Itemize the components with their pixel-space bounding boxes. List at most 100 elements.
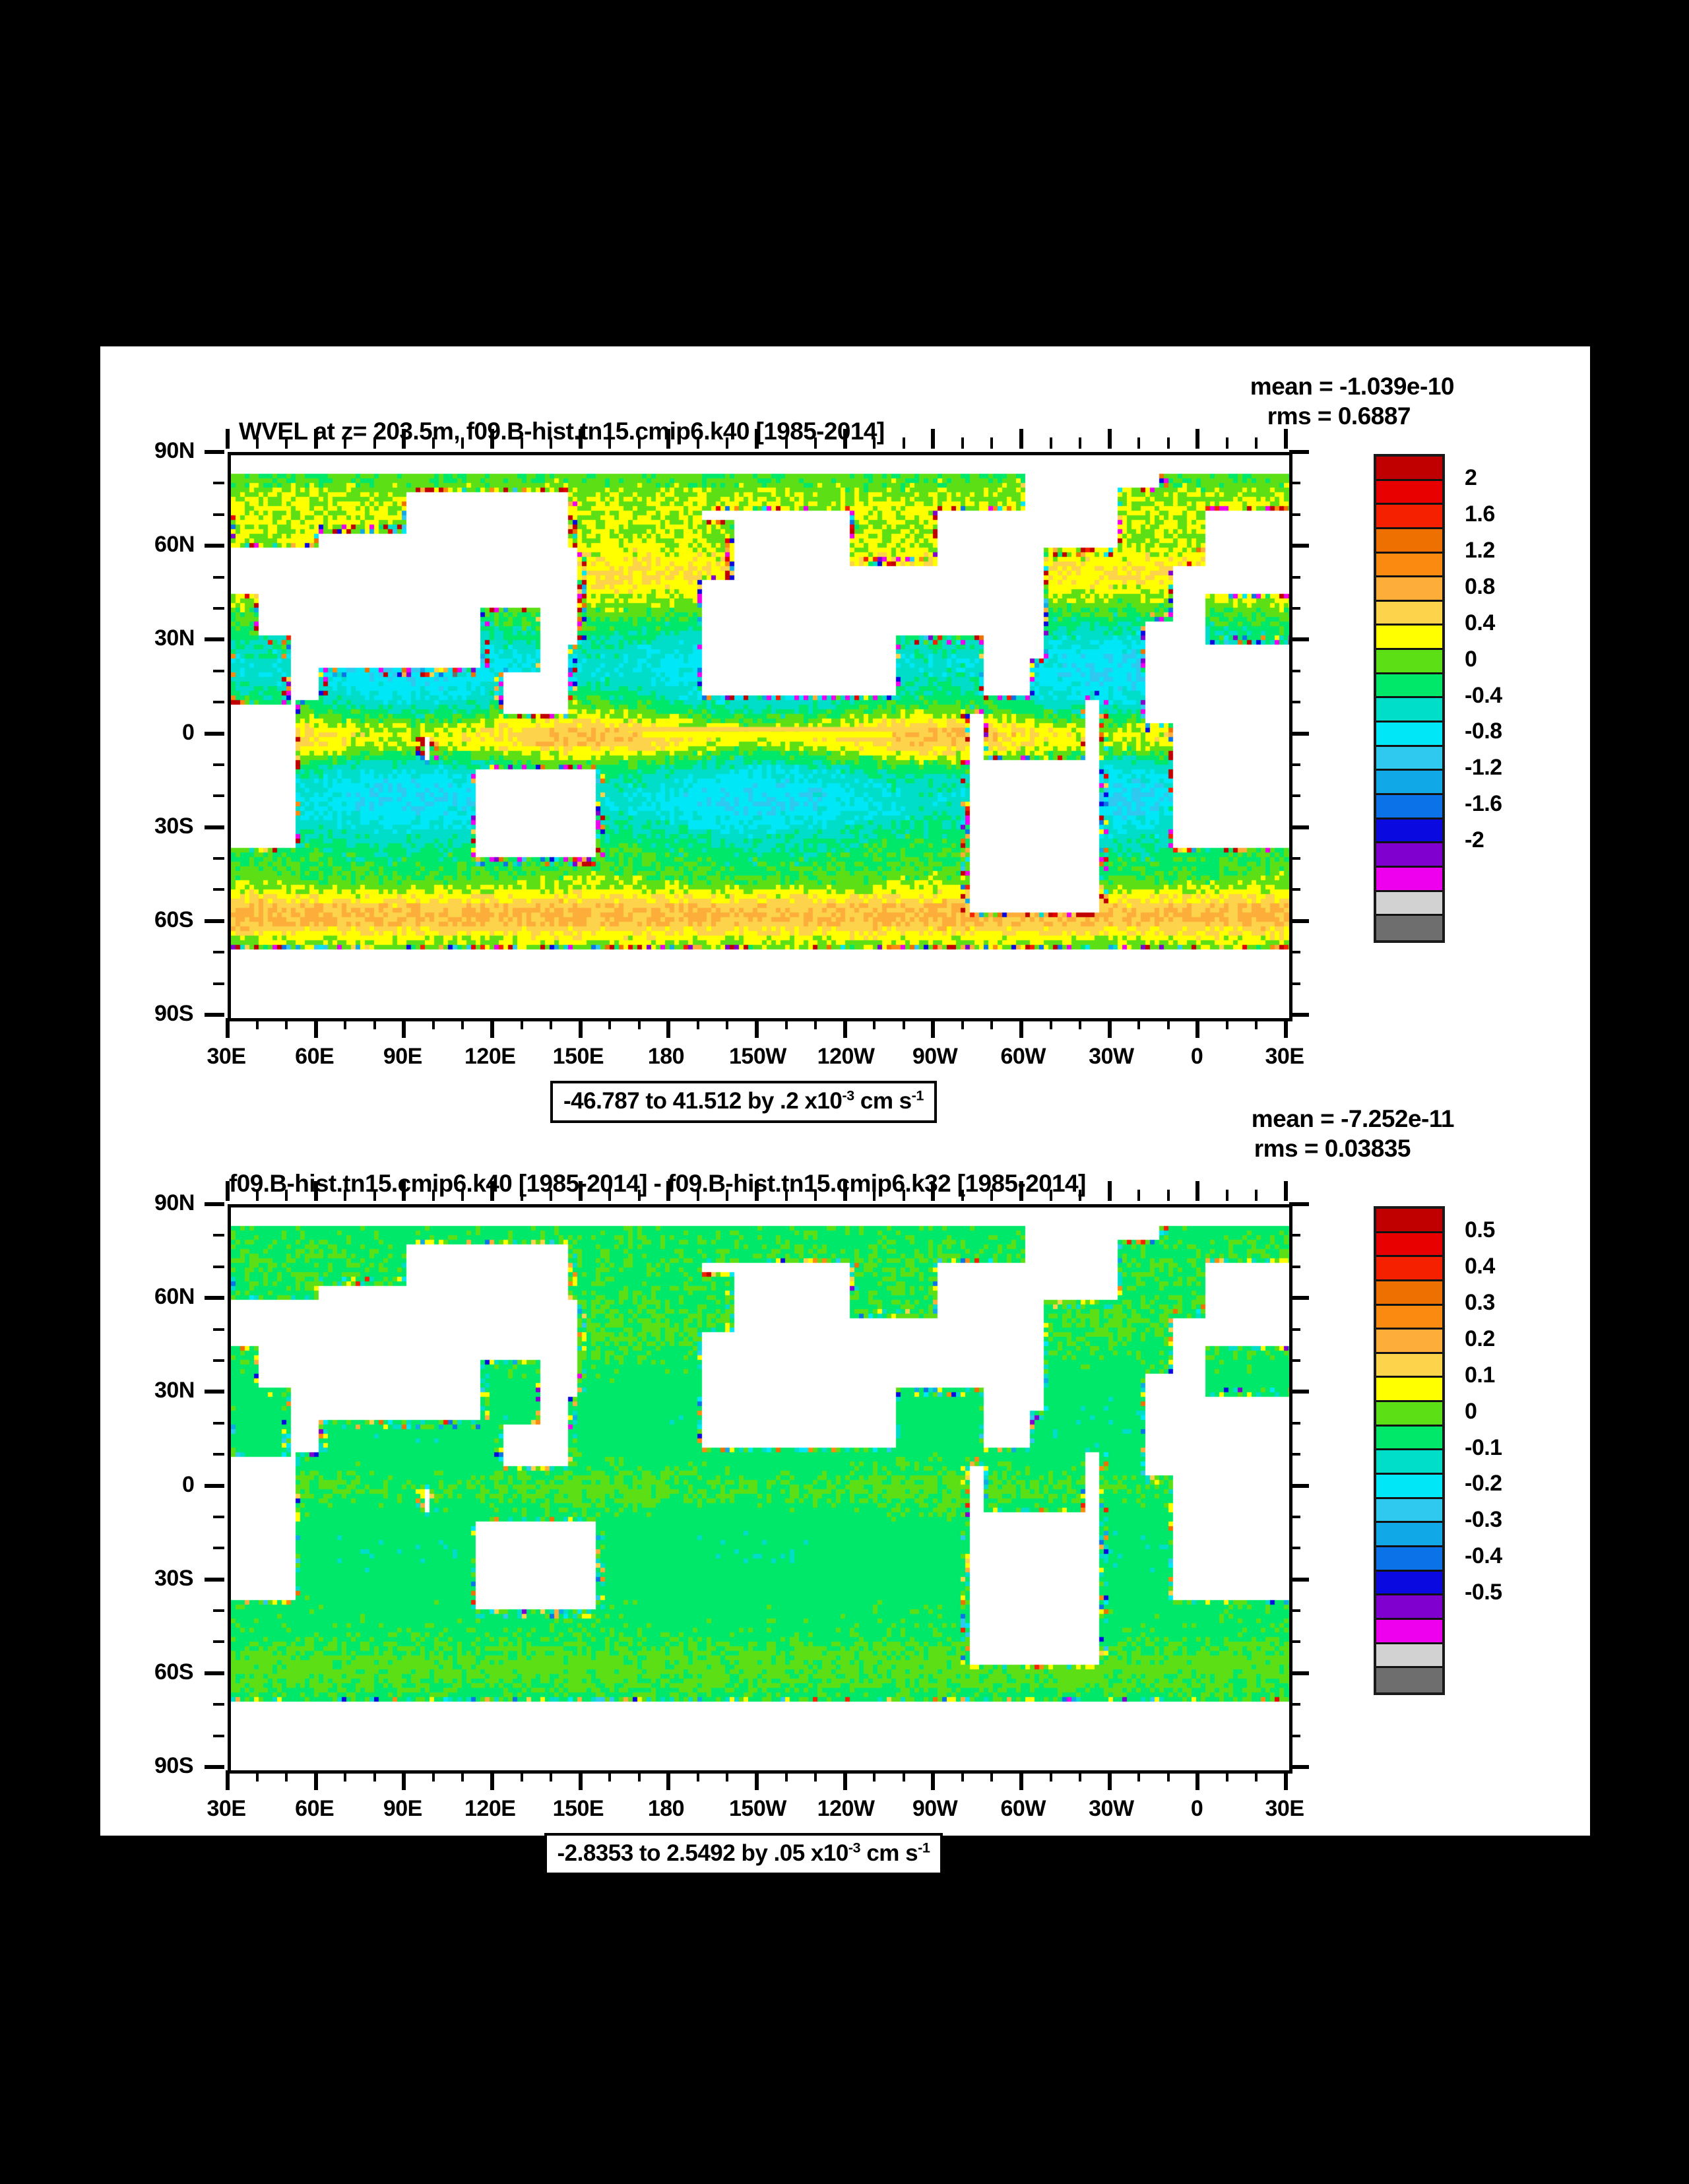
axis-tick xyxy=(226,429,230,449)
axis-tick xyxy=(1284,1181,1288,1201)
colorbar-band xyxy=(1376,916,1442,940)
ocean-field-canvas xyxy=(231,455,1289,1018)
axis-tick xyxy=(205,637,224,642)
axis-tick xyxy=(608,1018,612,1029)
longitude-tick-label: 30W xyxy=(1089,1796,1134,1821)
axis-tick xyxy=(726,1018,729,1029)
axis-tick xyxy=(814,1770,817,1782)
axis-tick xyxy=(1019,1181,1023,1201)
axis-tick xyxy=(373,437,376,449)
axis-tick xyxy=(213,1734,224,1737)
axis-tick xyxy=(726,1770,729,1782)
colorbar-band xyxy=(1376,1450,1442,1475)
axis-tick xyxy=(1107,429,1112,449)
longitude-tick-label: 90E xyxy=(383,1796,423,1821)
axis-tick xyxy=(1195,1181,1200,1201)
axis-tick xyxy=(696,1190,699,1201)
axis-tick xyxy=(550,437,553,449)
axis-tick xyxy=(666,1018,671,1038)
axis-tick xyxy=(431,437,435,449)
axis-tick xyxy=(990,1018,994,1029)
axis-tick xyxy=(1284,429,1288,449)
axis-tick xyxy=(213,763,224,766)
colorbar-band xyxy=(1376,1668,1442,1692)
axis-tick xyxy=(814,1018,817,1029)
latitude-tick-label: 0 xyxy=(182,1471,195,1497)
axis-tick xyxy=(1049,1770,1052,1782)
axis-tick xyxy=(1289,825,1309,829)
axis-tick xyxy=(784,1018,788,1029)
axis-tick xyxy=(608,437,612,449)
axis-tick xyxy=(578,429,583,449)
axis-tick xyxy=(1079,1018,1082,1029)
panel-wvel-difference: f09.B-hist.tn15.cmip6.k40 [1985-2014] - … xyxy=(100,1099,1590,1875)
axis-tick xyxy=(637,1770,641,1782)
axis-tick xyxy=(1137,437,1141,449)
colorbar-tick-label: 0.3 xyxy=(1465,1289,1495,1315)
colorbar-band xyxy=(1376,1378,1442,1403)
axis-tick xyxy=(902,1190,905,1201)
latitude-tick-label: 0 xyxy=(182,719,195,745)
colorbar xyxy=(1374,454,1445,943)
axis-tick xyxy=(520,1018,523,1029)
axis-tick xyxy=(213,1265,224,1268)
axis-tick xyxy=(1289,1515,1300,1518)
latitude-tick-label: 30N xyxy=(154,626,195,651)
latitude-tick-label: 60N xyxy=(154,532,195,558)
axis-tick xyxy=(1079,1770,1082,1782)
axis-tick xyxy=(784,1190,788,1201)
axis-tick xyxy=(520,1190,523,1201)
axis-tick xyxy=(285,1018,288,1029)
axis-tick xyxy=(1289,513,1300,516)
axis-tick xyxy=(205,544,224,548)
range-caption: -2.8353 to 2.5492 by .05 x10-3 cm s-1 xyxy=(544,1833,943,1875)
colorbar-band xyxy=(1376,771,1442,795)
colorbar-band xyxy=(1376,1233,1442,1258)
axis-tick xyxy=(255,437,259,449)
axis-tick xyxy=(726,437,729,449)
axis-tick xyxy=(213,1359,224,1362)
longitude-tick-label: 150W xyxy=(729,1796,786,1821)
axis-tick xyxy=(873,1770,876,1782)
longitude-tick-label: 90W xyxy=(912,1044,958,1069)
axis-tick xyxy=(313,1770,318,1790)
axis-tick xyxy=(578,1018,583,1038)
colorbar-band xyxy=(1376,819,1442,844)
axis-tick xyxy=(213,482,224,485)
axis-tick xyxy=(344,437,347,449)
axis-tick xyxy=(1289,1265,1300,1268)
axis-tick xyxy=(1049,1190,1052,1201)
axis-tick xyxy=(814,437,817,449)
axis-tick xyxy=(1289,450,1309,454)
axis-tick xyxy=(520,437,523,449)
axis-tick xyxy=(1289,1328,1300,1331)
axis-tick xyxy=(931,429,936,449)
axis-tick xyxy=(226,1181,230,1201)
axis-tick xyxy=(1107,1770,1112,1790)
axis-tick xyxy=(843,1770,847,1790)
colorbar-band xyxy=(1376,723,1442,747)
axis-tick xyxy=(213,1547,224,1550)
colorbar-band xyxy=(1376,505,1442,529)
axis-tick xyxy=(843,1181,847,1201)
axis-tick xyxy=(1289,1640,1300,1644)
axis-tick xyxy=(213,1234,224,1237)
axis-tick xyxy=(213,982,224,985)
axis-tick xyxy=(961,1018,964,1029)
axis-tick xyxy=(313,1181,318,1201)
axis-tick xyxy=(1289,1296,1309,1301)
axis-tick xyxy=(1019,1018,1023,1038)
map-plot-area xyxy=(228,452,1292,1021)
axis-tick xyxy=(1289,1483,1309,1488)
latitude-tick-label: 90S xyxy=(154,1001,194,1026)
colorbar-tick-label: 0.5 xyxy=(1465,1217,1495,1242)
colorbar-tick-label: 0.8 xyxy=(1465,573,1495,599)
axis-tick xyxy=(213,951,224,954)
axis-tick xyxy=(205,1671,224,1675)
axis-tick xyxy=(1284,1770,1288,1790)
colorbar-band xyxy=(1376,601,1442,626)
axis-tick xyxy=(285,437,288,449)
axis-tick xyxy=(205,1013,224,1017)
axis-tick xyxy=(784,437,788,449)
axis-tick xyxy=(213,1328,224,1331)
